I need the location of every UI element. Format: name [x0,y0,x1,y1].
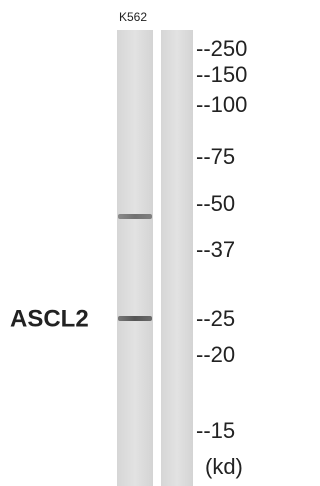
lane-2 [161,30,193,486]
marker-label: --75 [196,144,235,169]
protein-label: ASCL2 [10,305,89,332]
marker-group: --250--150 --100 --75 --50 --37 --25 --20 --15 [196,36,247,443]
unit-label: (kd) [205,454,243,479]
marker-label: --25 [196,306,235,331]
page: K562 ASCL2 --250--150--100--75--50--37--… [0,0,273,486]
band [118,316,152,321]
marker-label: --20 [196,342,235,367]
marker-label: --150 [196,62,247,87]
marker-label: --37 [196,237,235,262]
lane-label: K562 [119,10,147,24]
marker-label: --100 [196,92,247,117]
marker-label: --15 [196,418,235,443]
marker-label: --250 [196,36,247,61]
lane-1 [117,30,153,486]
band [118,214,152,219]
marker-label: --50 [196,191,235,216]
blot-figure: K562 ASCL2 --250--150--100--75--50--37--… [0,0,273,486]
